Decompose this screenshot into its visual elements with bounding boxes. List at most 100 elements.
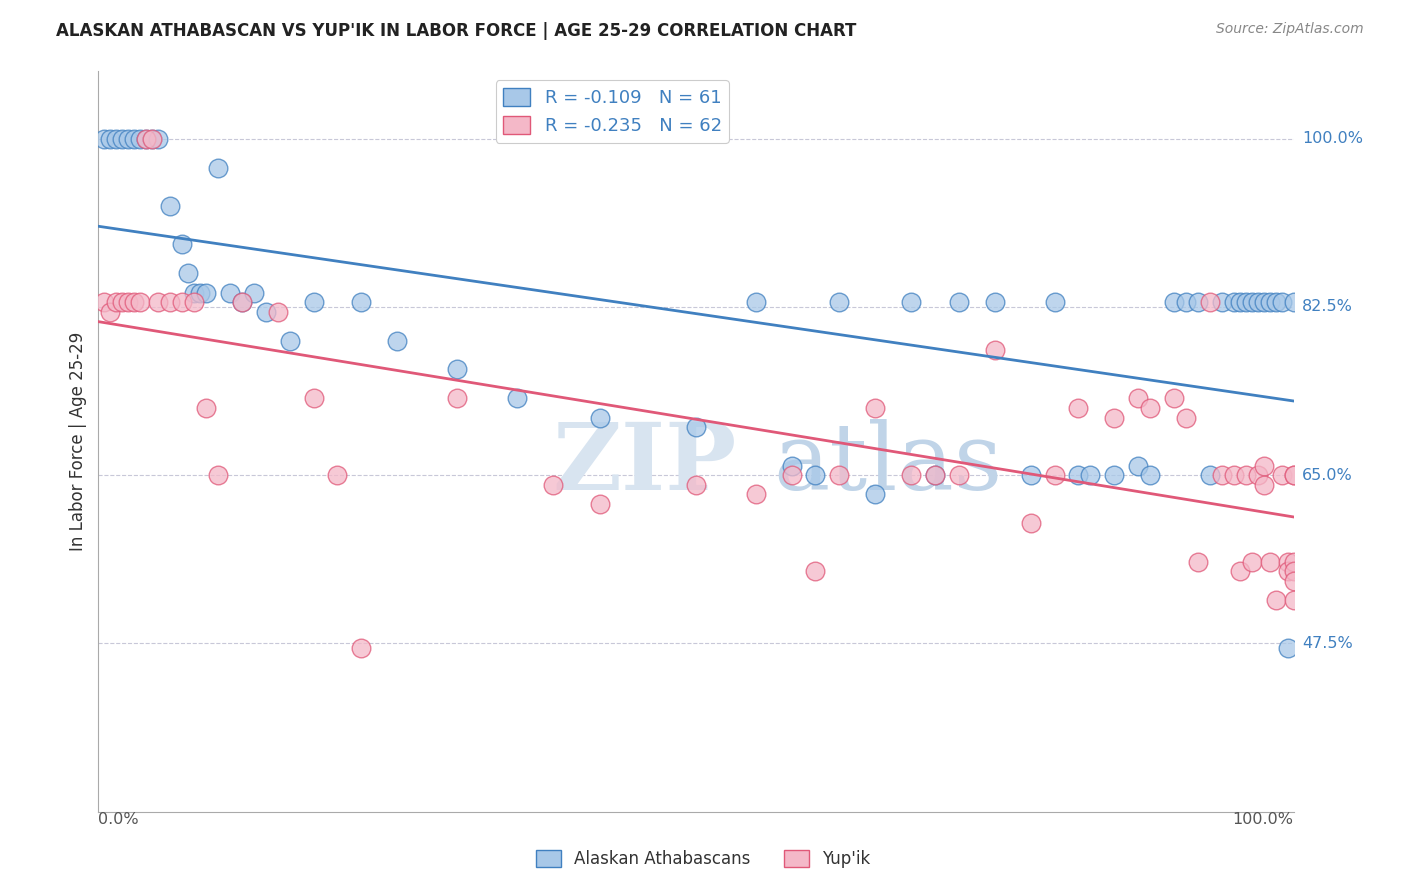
Point (446, 391, 468, 405)
Point (385, 334, 409, 348)
Point (1282, 468, 1305, 483)
Point (1187, 555, 1209, 569)
Point (589, 410, 612, 425)
Point (135, 131, 157, 145)
Point (1282, 555, 1305, 569)
Point (1104, 468, 1126, 483)
Point (177, 266, 200, 280)
Point (1271, 468, 1294, 483)
Text: 82.5%: 82.5% (1302, 300, 1353, 314)
Point (1019, 468, 1042, 483)
Point (1187, 295, 1209, 310)
Point (267, 304, 290, 318)
Point (141, 131, 163, 145)
Point (900, 295, 922, 310)
Point (446, 362, 468, 376)
Point (1240, 295, 1263, 310)
Point (780, 458, 803, 473)
Point (865, 401, 887, 415)
Point (1253, 458, 1275, 473)
Point (1282, 593, 1305, 607)
Point (1139, 401, 1161, 415)
Point (172, 295, 194, 310)
Point (1104, 410, 1126, 425)
Point (93, 295, 115, 310)
Point (1229, 565, 1251, 579)
Point (1282, 574, 1305, 588)
Point (900, 468, 922, 483)
Point (1080, 468, 1102, 483)
Y-axis label: In Labor Force | Age 25-29: In Labor Force | Age 25-29 (69, 332, 87, 551)
Point (1128, 391, 1150, 405)
Point (350, 641, 373, 656)
Point (1211, 295, 1233, 310)
Legend: R = -0.109   N = 61, R = -0.235   N = 62: R = -0.109 N = 61, R = -0.235 N = 62 (496, 80, 728, 143)
Point (243, 285, 266, 300)
Point (98, 131, 122, 145)
Point (278, 334, 301, 348)
Point (1229, 295, 1251, 310)
Point (685, 478, 707, 492)
Point (1282, 468, 1305, 483)
Text: 65.0%: 65.0% (1302, 467, 1353, 483)
Point (207, 161, 229, 175)
Point (804, 468, 827, 483)
Point (1223, 468, 1246, 483)
Point (350, 295, 373, 310)
Point (183, 285, 205, 300)
Point (1019, 516, 1042, 531)
Point (1277, 565, 1299, 579)
Point (231, 295, 253, 310)
Point (117, 131, 139, 145)
Point (111, 295, 134, 310)
Legend: Alaskan Athabascans, Yup'ik: Alaskan Athabascans, Yup'ik (529, 843, 877, 875)
Point (1199, 468, 1222, 483)
Text: 47.5%: 47.5% (1302, 636, 1353, 651)
Point (195, 285, 218, 300)
Point (1043, 468, 1066, 483)
Text: atlas: atlas (773, 418, 1002, 508)
Point (326, 468, 349, 483)
Point (1234, 295, 1257, 310)
Point (1139, 468, 1161, 483)
Point (828, 468, 851, 483)
Text: Source: ZipAtlas.com: Source: ZipAtlas.com (1216, 22, 1364, 37)
Point (135, 131, 157, 145)
Point (1234, 468, 1257, 483)
Point (1247, 295, 1270, 310)
Text: 100.0%: 100.0% (1302, 131, 1362, 146)
Point (302, 391, 325, 405)
Point (924, 468, 946, 483)
Point (231, 295, 253, 310)
Point (1277, 555, 1299, 569)
Text: ALASKAN ATHABASCAN VS YUP'IK IN LABOR FORCE | AGE 25-29 CORRELATION CHART: ALASKAN ATHABASCAN VS YUP'IK IN LABOR FO… (56, 22, 856, 40)
Point (804, 565, 827, 579)
Point (183, 295, 205, 310)
Point (948, 295, 970, 310)
Point (195, 401, 218, 415)
Point (111, 131, 134, 145)
Point (1258, 555, 1281, 569)
Point (865, 487, 887, 501)
Point (219, 285, 242, 300)
Point (148, 295, 170, 310)
Point (93, 131, 115, 145)
Point (1128, 458, 1150, 473)
Point (117, 295, 139, 310)
Point (1240, 555, 1263, 569)
Text: 100.0%: 100.0% (1233, 812, 1294, 827)
Point (159, 295, 181, 310)
Point (1163, 295, 1185, 310)
Point (685, 420, 707, 434)
Point (124, 131, 146, 145)
Point (105, 131, 128, 145)
Point (129, 131, 152, 145)
Point (1223, 295, 1246, 310)
Point (254, 304, 277, 318)
Point (984, 343, 1007, 358)
Point (1258, 295, 1281, 310)
Point (780, 468, 803, 483)
Text: 0.0%: 0.0% (98, 812, 139, 827)
Point (172, 237, 194, 252)
Point (1043, 295, 1066, 310)
